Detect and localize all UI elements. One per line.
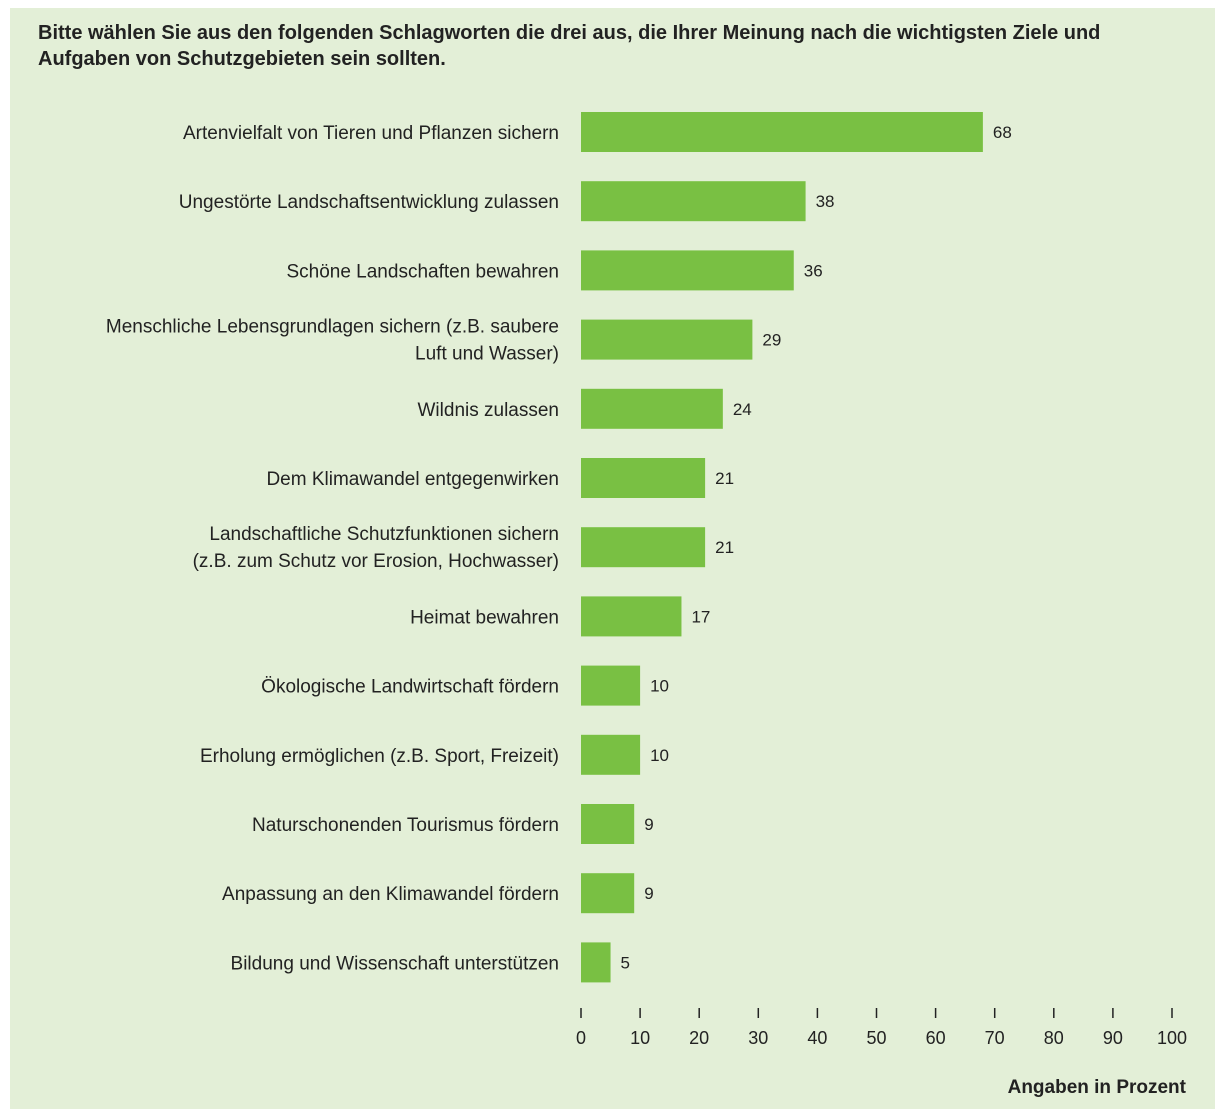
tick-label: 50 — [866, 1028, 886, 1048]
bar-value-label: 68 — [993, 123, 1012, 142]
bar — [581, 942, 611, 983]
category-label: Luft und Wasser) — [415, 344, 559, 365]
tick-label: 100 — [1157, 1028, 1187, 1048]
category-label: Menschliche Lebensgrundlagen sichern (z.… — [106, 317, 559, 338]
bar — [581, 804, 635, 844]
bar — [581, 734, 641, 775]
category-label: Dem Klimawandel entgegenwirken — [266, 469, 559, 490]
category-label: Artenvielfalt von Tieren und Pflanzen si… — [183, 123, 559, 144]
tick-label: 70 — [985, 1028, 1005, 1048]
bar-value-label: 38 — [816, 192, 835, 211]
bar — [581, 250, 794, 291]
bar-value-label: 9 — [644, 884, 653, 903]
bar-value-label: 9 — [644, 815, 653, 834]
category-label: Ökologische Landwirtschaft fördern — [261, 677, 559, 698]
bar-chart: 68 Artenvielfalt von Tieren und Pflanzen … — [106, 112, 1187, 1098]
bar — [581, 458, 706, 498]
category-label: Anpassung an den Klimawandel fördern — [222, 884, 559, 905]
bar-value-label: 10 — [650, 677, 669, 696]
bar-value-label: 29 — [762, 331, 781, 350]
bar-value-label: 21 — [715, 538, 734, 557]
bar-value-label: 21 — [715, 469, 734, 488]
bar — [581, 873, 635, 914]
bar — [581, 665, 641, 706]
category-label: Naturschonenden Tourismus fördern — [252, 815, 559, 836]
bar-value-label: 24 — [733, 400, 752, 419]
category-label: Landschaftliche Schutzfunktionen sichern — [209, 524, 559, 545]
bar — [581, 112, 983, 152]
bar-value-label: 36 — [804, 261, 823, 280]
category-label: Schöne Landschaften bewahren — [286, 261, 559, 282]
tick-label: 20 — [689, 1028, 709, 1048]
bar-value-label: 10 — [650, 746, 669, 765]
category-label: Wildnis zulassen — [418, 400, 560, 421]
category-label: Heimat bewahren — [410, 607, 559, 628]
bar — [581, 527, 706, 568]
tick-label: 30 — [748, 1028, 768, 1048]
tick-label: 60 — [926, 1028, 946, 1048]
category-label: Bildung und Wissenschaft unterstützen — [231, 953, 559, 974]
tick-label: 0 — [576, 1028, 586, 1048]
chart-title: Bitte wählen Sie aus den folgenden Schla… — [38, 22, 1101, 70]
x-axis-title: Angaben in Prozent — [1008, 1077, 1187, 1098]
bar — [581, 319, 753, 360]
category-label: Ungestörte Landschaftsentwicklung zulass… — [179, 192, 559, 213]
tick-label: 90 — [1103, 1028, 1123, 1048]
bar — [581, 181, 806, 222]
bar — [581, 596, 682, 637]
category-label: Erholung ermöglichen (z.B. Sport, Freize… — [200, 746, 559, 767]
category-label: (z.B. zum Schutz vor Erosion, Hochwasser… — [193, 551, 559, 572]
tick-label: 40 — [807, 1028, 827, 1048]
tick-label: 80 — [1044, 1028, 1064, 1048]
bar-value-label: 17 — [691, 607, 710, 626]
tick-label: 10 — [630, 1028, 650, 1048]
chart-panel: Bitte wählen Sie aus den folgenden Schla… — [10, 8, 1215, 1109]
bar — [581, 388, 723, 429]
bar-value-label: 5 — [621, 953, 630, 972]
